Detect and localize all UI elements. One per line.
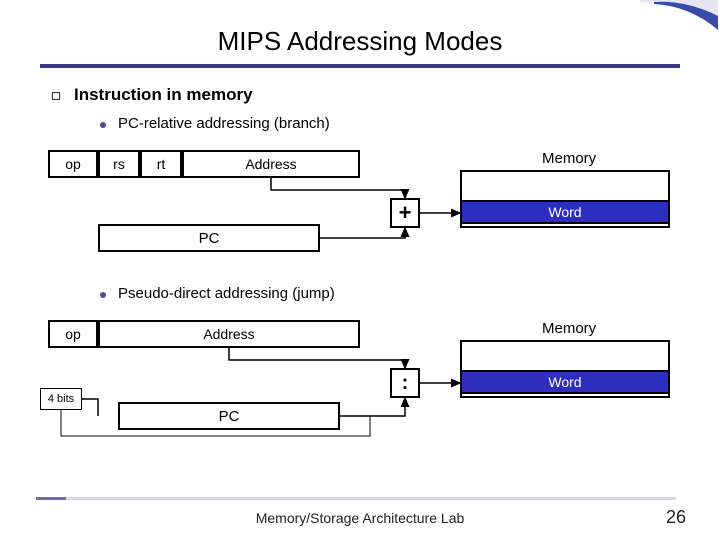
dot-bullet-icon (100, 122, 106, 128)
wires-svg (0, 0, 720, 540)
page-number: 26 (666, 507, 686, 528)
d1-word-bar: Word (460, 200, 670, 224)
d2-address-field: Address (98, 320, 360, 348)
d1-plus-box: + (390, 198, 420, 228)
d1-pc-box: PC (98, 224, 320, 252)
d1-op-field: op (48, 150, 98, 178)
footer-text: Memory/Storage Architecture Lab (0, 510, 720, 526)
d1-address-field: Address (182, 150, 360, 178)
heading-text: Instruction in memory (74, 85, 253, 105)
d1-rs-field: rs (98, 150, 140, 178)
dot-bullet-icon-2 (100, 292, 106, 298)
d1-rt-field: rt (140, 150, 182, 178)
square-bullet-icon (52, 92, 60, 100)
sub1-text: PC-relative addressing (branch) (118, 115, 330, 132)
slide-title: MIPS Addressing Modes (0, 26, 720, 57)
d2-pc-box: PC (118, 402, 340, 430)
d2-colon-box: : (390, 368, 420, 398)
sub2-text: Pseudo-direct addressing (jump) (118, 285, 335, 302)
footer-rule (36, 497, 676, 500)
title-underline (40, 64, 680, 68)
d2-memory-label: Memory (542, 320, 596, 337)
d2-word-bar: Word (460, 370, 670, 394)
d1-memory-label: Memory (542, 150, 596, 167)
d2-op-field: op (48, 320, 98, 348)
d2-4bits-box: 4 bits (40, 388, 82, 410)
